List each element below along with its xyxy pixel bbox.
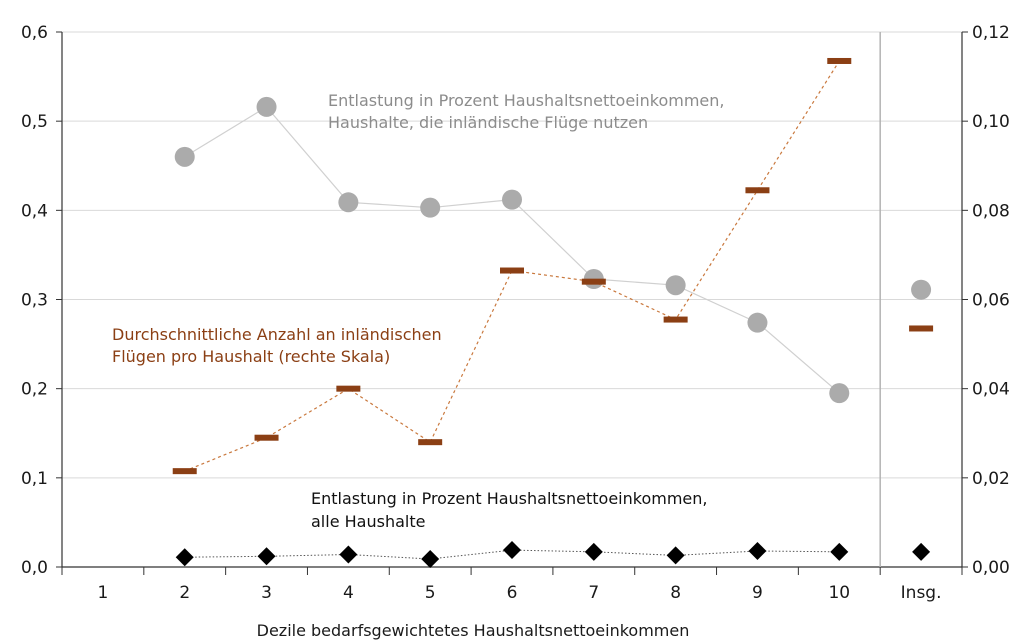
x-tick-label: 8	[670, 583, 681, 603]
y-tick-label-right: 0,08	[972, 201, 1010, 221]
point-flight-users	[502, 189, 522, 210]
y-tick-label-left: 0,4	[21, 201, 48, 221]
x-tick-label: 6	[507, 583, 518, 603]
point-all-households	[666, 546, 685, 565]
point-flight-users	[420, 197, 441, 218]
point-all-households	[584, 542, 603, 561]
point-all-households	[175, 548, 194, 567]
point-all-households	[912, 542, 931, 561]
point-all-households	[503, 541, 521, 560]
point-all-households	[830, 542, 849, 561]
y-tick-label-right: 0,12	[972, 23, 1010, 43]
point-flight-users	[665, 275, 686, 296]
point-flight-users	[829, 383, 850, 404]
annotation-black-line1: Entlastung in Prozent Haushaltsnettoeink…	[311, 489, 708, 508]
x-tick-label: 3	[261, 583, 272, 603]
y-tick-label-right: 0,00	[972, 558, 1010, 578]
y-tick-label-left: 0,3	[21, 291, 48, 311]
x-tick-label: 4	[343, 583, 354, 603]
series	[172, 57, 934, 568]
annotation-grey-line2: Haushalte, die inländische Flüge nutzen	[328, 113, 648, 132]
x-tick-label: 2	[179, 583, 190, 603]
annotation-brown-line1: Durchschnittliche Anzahl an inländischen	[112, 325, 442, 344]
series-line-all-households	[184, 549, 840, 560]
point-flights-per-household	[336, 385, 361, 392]
point-flights-per-household	[418, 439, 443, 446]
point-flight-users	[256, 96, 277, 117]
annotation-brown-line2: Flügen pro Haushalt (rechte Skala)	[112, 347, 390, 366]
x-tick-label: 9	[752, 583, 763, 603]
y-tick-label-left: 0,0	[21, 558, 48, 578]
x-tick-label: Insg.	[901, 583, 942, 603]
point-flights-per-household	[827, 57, 852, 64]
point-flights-per-household	[909, 325, 934, 332]
x-tick-label: 7	[588, 583, 599, 603]
axes	[56, 31, 968, 575]
point-flights-per-household	[745, 187, 770, 194]
point-flight-users	[747, 312, 768, 333]
point-flight-users	[911, 279, 932, 300]
y-tick-label-right: 0,04	[972, 380, 1010, 400]
grid	[62, 31, 962, 479]
series-line-flights-per-household	[184, 60, 840, 472]
y-tick-label-right: 0,06	[972, 291, 1010, 311]
y-tick-label-left: 0,6	[21, 23, 48, 43]
point-flight-users	[174, 146, 195, 167]
y-tick-label-right: 0,10	[972, 112, 1010, 132]
x-tick-label: 1	[97, 583, 108, 603]
x-tick-label: 5	[425, 583, 436, 603]
point-flights-per-household	[663, 316, 688, 323]
annotation-black-line2: alle Haushalte	[311, 512, 425, 531]
y-tick-label-right: 0,02	[972, 469, 1010, 489]
x-tick-label: 10	[828, 583, 850, 603]
point-flight-users	[338, 192, 359, 213]
annotation-grey-line1: Entlastung in Prozent Haushaltsnettoeink…	[328, 91, 725, 110]
y-tick-label-left: 0,5	[21, 112, 48, 132]
point-flights-per-household	[581, 278, 606, 285]
y-tick-label-left: 0,1	[21, 469, 48, 489]
point-flights-per-household	[254, 434, 279, 441]
point-all-households	[748, 541, 767, 560]
y-tick-label-left: 0,2	[21, 380, 48, 400]
x-axis-label: Dezile bedarfsgewichtetes Haushaltsnetto…	[257, 621, 690, 640]
point-flights-per-household	[500, 267, 524, 274]
point-all-households	[339, 545, 358, 564]
point-flights-per-household	[172, 468, 197, 475]
point-all-households	[421, 549, 440, 568]
point-all-households	[257, 547, 276, 566]
tick-labels: 1 2 3 4 5 6 7 8 9 10 Insg. 0,0 0,00 0,1 0,02 0,2 0,04 0,3…	[21, 23, 1010, 603]
